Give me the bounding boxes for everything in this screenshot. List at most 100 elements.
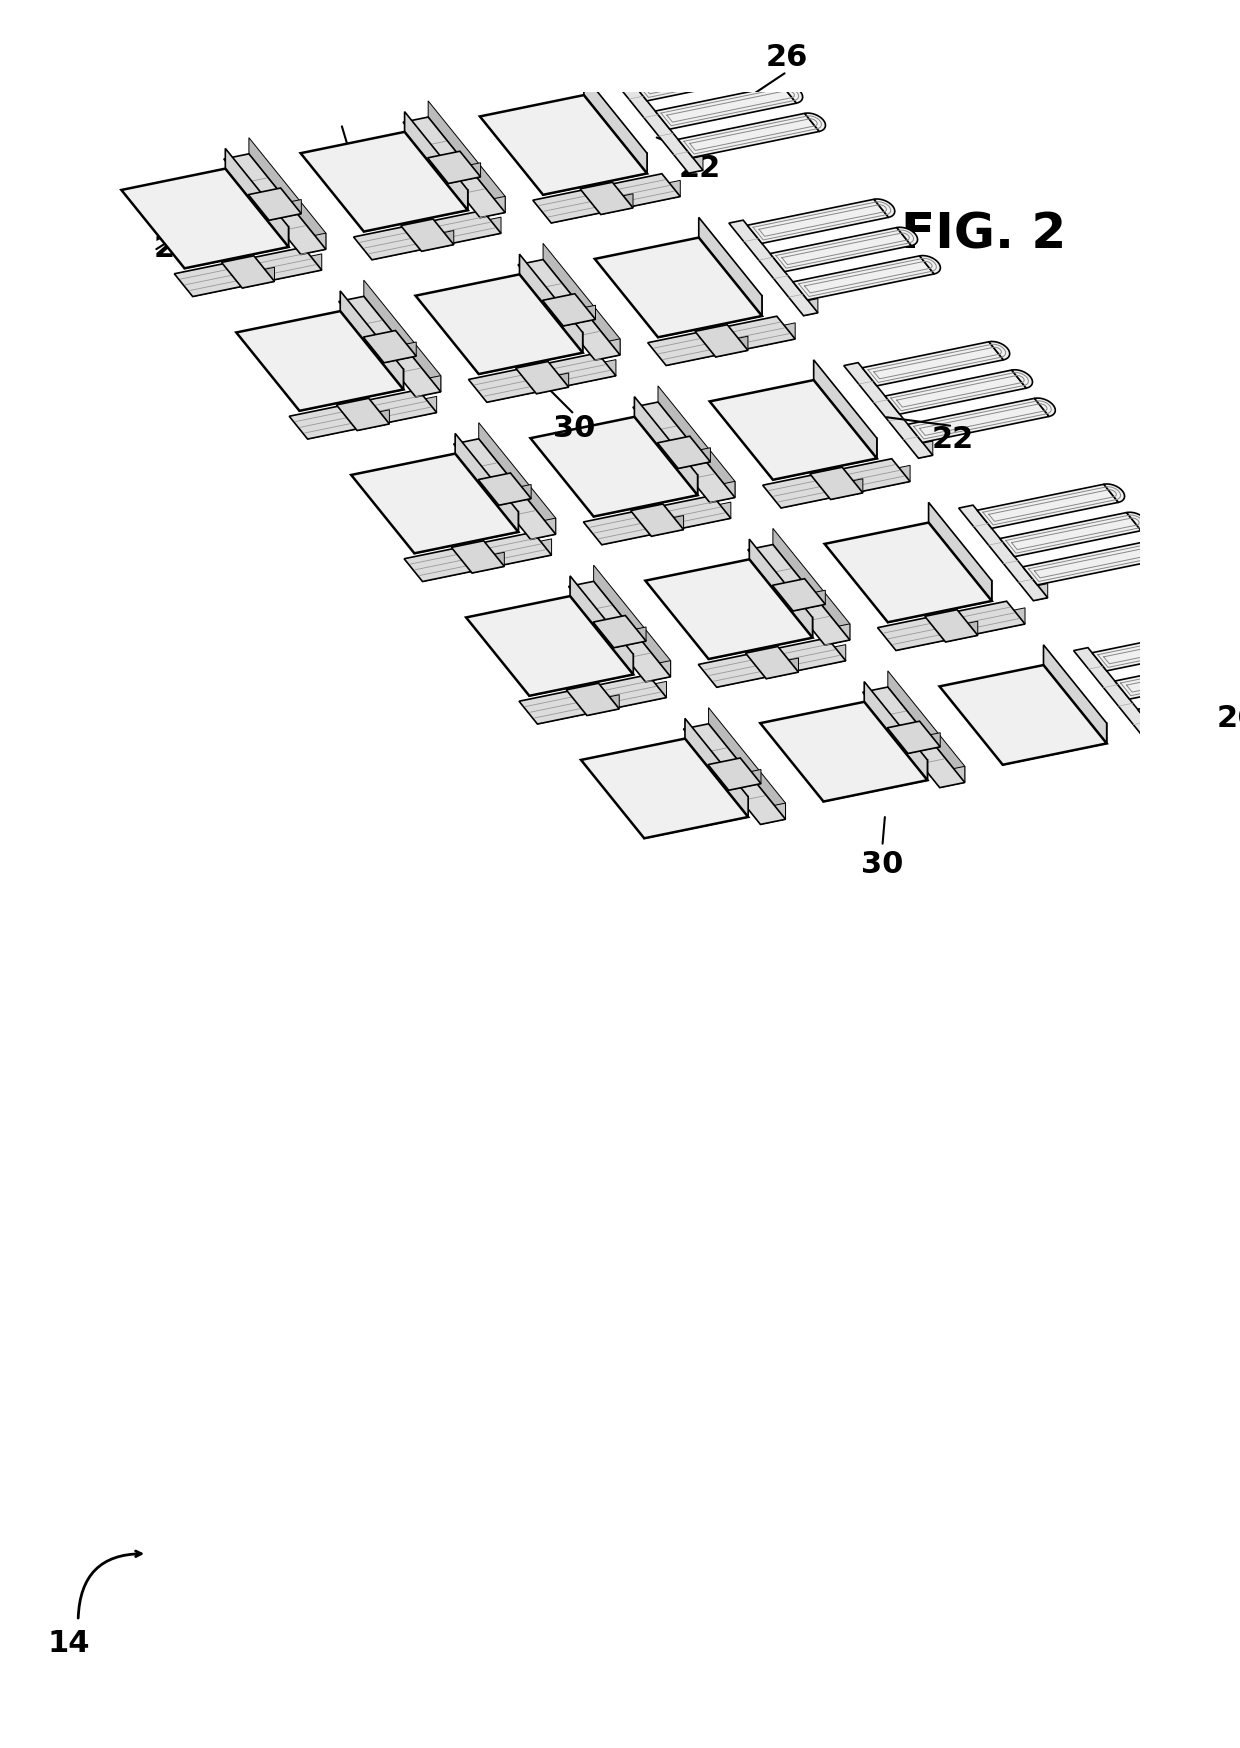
Polygon shape bbox=[414, 512, 518, 554]
Polygon shape bbox=[804, 299, 818, 316]
Polygon shape bbox=[645, 797, 748, 839]
Polygon shape bbox=[384, 343, 417, 364]
Polygon shape bbox=[632, 402, 735, 503]
Text: FIG. 2: FIG. 2 bbox=[901, 210, 1066, 259]
Polygon shape bbox=[185, 227, 289, 269]
Text: 22: 22 bbox=[680, 154, 722, 184]
Polygon shape bbox=[1127, 512, 1147, 531]
Polygon shape bbox=[487, 360, 616, 402]
Polygon shape bbox=[404, 112, 467, 210]
Polygon shape bbox=[646, 661, 671, 682]
Polygon shape bbox=[919, 440, 932, 458]
Polygon shape bbox=[897, 227, 918, 246]
Polygon shape bbox=[479, 332, 583, 374]
Polygon shape bbox=[531, 416, 698, 517]
Text: 22': 22' bbox=[154, 234, 205, 262]
Polygon shape bbox=[745, 647, 799, 678]
Polygon shape bbox=[372, 217, 501, 260]
Polygon shape bbox=[825, 523, 992, 622]
Polygon shape bbox=[781, 465, 910, 509]
Polygon shape bbox=[729, 769, 761, 790]
Polygon shape bbox=[336, 399, 389, 430]
Polygon shape bbox=[709, 379, 877, 479]
Polygon shape bbox=[582, 739, 748, 839]
Polygon shape bbox=[1115, 656, 1240, 699]
Polygon shape bbox=[805, 114, 826, 131]
Polygon shape bbox=[269, 199, 301, 220]
Polygon shape bbox=[223, 154, 326, 255]
Polygon shape bbox=[594, 565, 671, 676]
Polygon shape bbox=[422, 231, 454, 252]
Polygon shape bbox=[759, 56, 780, 75]
Polygon shape bbox=[363, 191, 467, 231]
Polygon shape bbox=[451, 540, 505, 573]
Polygon shape bbox=[531, 517, 556, 540]
Polygon shape bbox=[289, 390, 436, 439]
Polygon shape bbox=[925, 610, 978, 642]
Polygon shape bbox=[498, 484, 531, 505]
Polygon shape bbox=[651, 516, 683, 537]
Polygon shape bbox=[1219, 626, 1240, 645]
Polygon shape bbox=[940, 664, 1106, 766]
Polygon shape bbox=[587, 694, 619, 715]
Polygon shape bbox=[537, 372, 569, 393]
Polygon shape bbox=[455, 434, 518, 531]
Polygon shape bbox=[552, 180, 681, 224]
Polygon shape bbox=[694, 325, 748, 357]
Polygon shape bbox=[353, 210, 501, 260]
Polygon shape bbox=[222, 255, 274, 288]
Polygon shape bbox=[516, 362, 569, 393]
Polygon shape bbox=[1148, 725, 1163, 743]
Polygon shape bbox=[1033, 584, 1048, 601]
Polygon shape bbox=[698, 638, 846, 687]
Polygon shape bbox=[122, 168, 289, 269]
Polygon shape bbox=[683, 724, 785, 825]
Polygon shape bbox=[363, 280, 440, 392]
Polygon shape bbox=[428, 101, 505, 213]
Polygon shape bbox=[563, 306, 595, 325]
Polygon shape bbox=[864, 682, 928, 780]
Polygon shape bbox=[823, 760, 928, 802]
Polygon shape bbox=[708, 617, 812, 659]
Polygon shape bbox=[684, 718, 748, 816]
Polygon shape bbox=[1003, 724, 1106, 766]
Polygon shape bbox=[729, 220, 818, 316]
Polygon shape bbox=[594, 475, 698, 517]
Text: 30: 30 bbox=[337, 149, 379, 178]
Polygon shape bbox=[748, 199, 889, 243]
Polygon shape bbox=[537, 682, 666, 724]
Polygon shape bbox=[657, 437, 711, 468]
Polygon shape bbox=[300, 131, 467, 231]
Polygon shape bbox=[825, 624, 849, 645]
Polygon shape bbox=[595, 339, 620, 360]
Polygon shape bbox=[1012, 371, 1033, 388]
Polygon shape bbox=[1044, 645, 1106, 743]
Polygon shape bbox=[888, 722, 940, 753]
Polygon shape bbox=[533, 173, 681, 224]
Polygon shape bbox=[709, 481, 735, 503]
Polygon shape bbox=[422, 21, 562, 70]
Polygon shape bbox=[655, 86, 796, 129]
Polygon shape bbox=[1137, 683, 1240, 727]
Polygon shape bbox=[1034, 399, 1055, 416]
Polygon shape bbox=[601, 502, 730, 545]
Polygon shape bbox=[248, 189, 301, 220]
Polygon shape bbox=[192, 253, 321, 297]
Polygon shape bbox=[897, 608, 1025, 650]
Polygon shape bbox=[773, 528, 849, 640]
Polygon shape bbox=[977, 484, 1118, 528]
Polygon shape bbox=[658, 386, 735, 498]
Text: 14: 14 bbox=[47, 1629, 91, 1659]
Polygon shape bbox=[678, 114, 820, 157]
Polygon shape bbox=[678, 447, 711, 468]
Polygon shape bbox=[760, 802, 785, 825]
Polygon shape bbox=[242, 267, 274, 288]
Polygon shape bbox=[479, 423, 556, 535]
Polygon shape bbox=[543, 294, 595, 325]
Polygon shape bbox=[404, 531, 552, 582]
Polygon shape bbox=[600, 194, 634, 215]
Polygon shape bbox=[520, 675, 666, 724]
Polygon shape bbox=[401, 218, 454, 252]
Polygon shape bbox=[567, 683, 619, 715]
Polygon shape bbox=[580, 182, 634, 215]
